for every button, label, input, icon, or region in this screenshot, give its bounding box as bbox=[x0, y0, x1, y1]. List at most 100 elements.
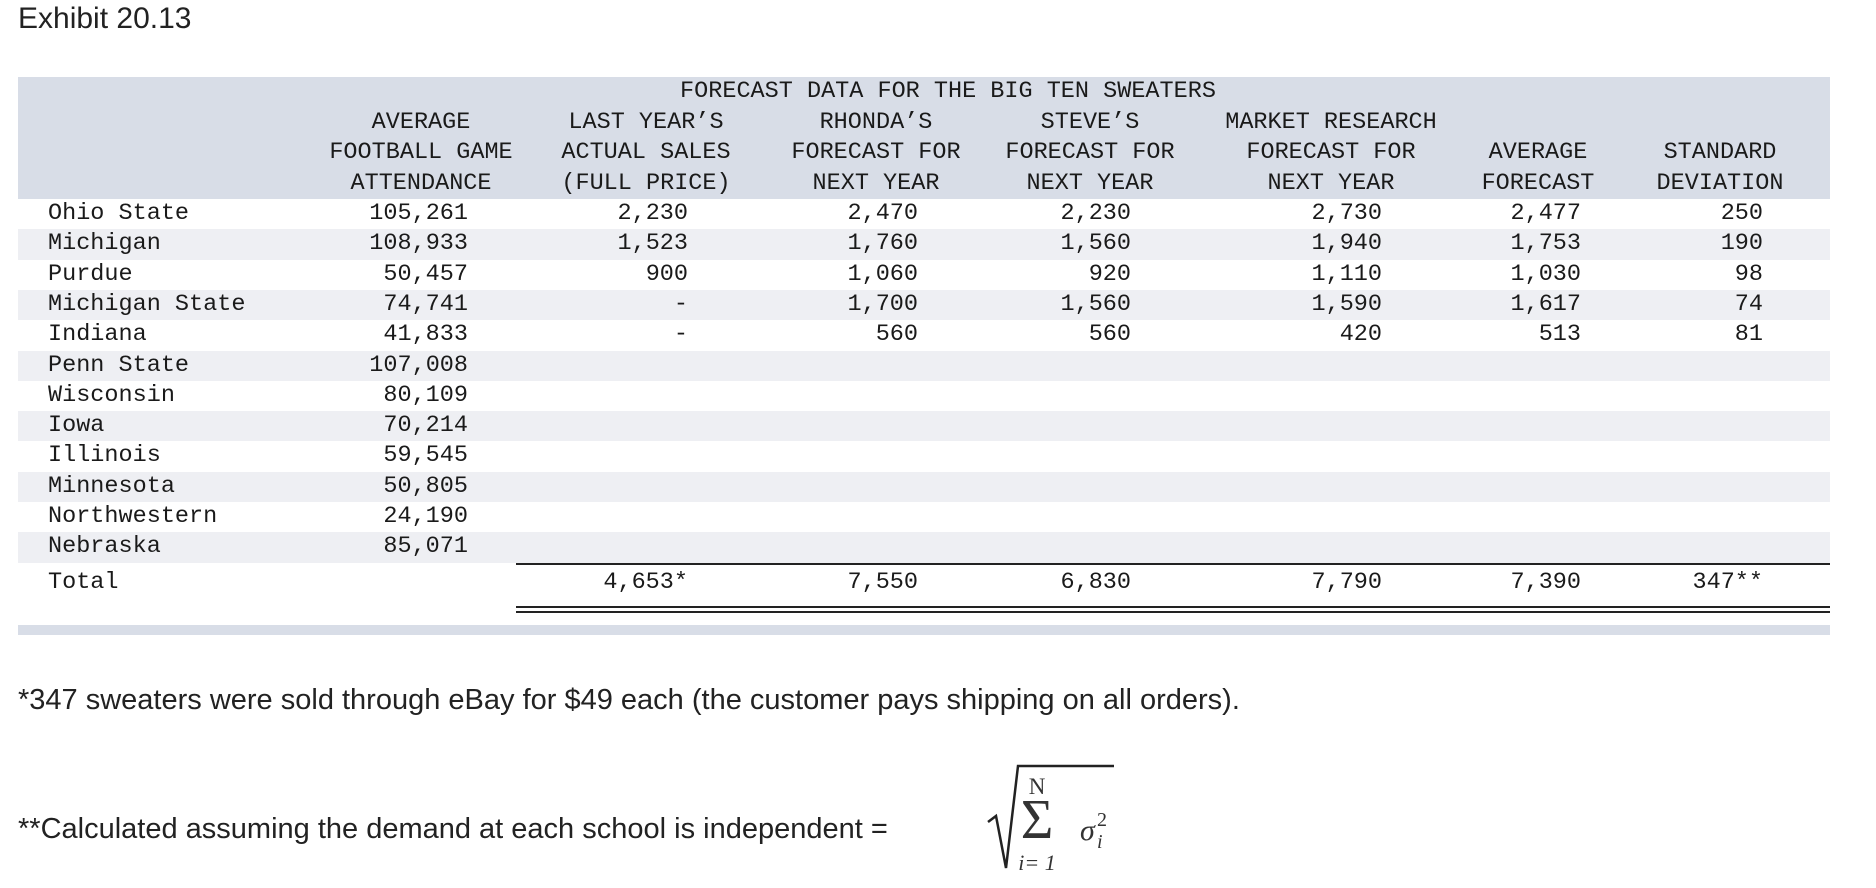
rhonda-forecast-cell: 560 bbox=[875, 321, 918, 349]
header-line: LAST YEAR’S bbox=[568, 108, 724, 136]
sum-upper-limit: N bbox=[1029, 774, 1046, 799]
total-rhonda: 7,550 bbox=[847, 569, 918, 596]
header-line: RHONDA’S bbox=[819, 108, 933, 136]
total-row: Total 4,653* 7,550 6,830 7,790 7,390 347… bbox=[18, 561, 1830, 605]
attendance-cell: 50,805 bbox=[383, 472, 468, 500]
table-row: Purdue 50,457 900 1,060 920 1,110 1,030 98 bbox=[18, 260, 1830, 290]
school-name: Penn State bbox=[48, 351, 190, 379]
header-line: FORECAST FOR bbox=[791, 139, 961, 166]
school-name: Indiana bbox=[48, 321, 147, 349]
rhonda-forecast-cell: 1,760 bbox=[847, 230, 918, 258]
table-row: Indiana 41,833 - 560 560 420 513 81 bbox=[18, 320, 1830, 350]
header-line: DEVIATION bbox=[1656, 169, 1784, 197]
average-forecast-cell: 513 bbox=[1538, 321, 1581, 349]
header-line: STEVE’S bbox=[1040, 108, 1140, 136]
attendance-cell: 85,071 bbox=[383, 533, 468, 561]
table-row: Penn State 107,008 bbox=[18, 350, 1830, 381]
market-research-forecast-cell: 1,940 bbox=[1311, 230, 1382, 258]
total-top-rule bbox=[516, 563, 1830, 565]
table-header: FORECAST DATA FOR THE BIG TEN SWEATERS A… bbox=[18, 77, 1830, 199]
sigma-superscript: 2 bbox=[1097, 809, 1107, 831]
header-steve: STEVE’S FORECAST FOR NEXT YEAR bbox=[975, 108, 1205, 200]
last-year-sales-cell: - bbox=[673, 321, 688, 349]
sigma-sum-icon: Σ bbox=[1021, 789, 1054, 851]
header-line: MARKET RESEARCH bbox=[1225, 108, 1437, 136]
table-row: Ohio State 105,261 2,230 2,470 2,230 2,730 2,4… bbox=[18, 199, 1830, 229]
market-research-forecast-cell: 1,110 bbox=[1311, 260, 1382, 288]
header-line: FORECAST FOR bbox=[1246, 139, 1416, 166]
standard-deviation-cell: 81 bbox=[1734, 321, 1763, 349]
last-year-sales-cell: 900 bbox=[645, 260, 688, 288]
header-line: FORECAST FOR bbox=[1005, 139, 1175, 166]
header-line: (FULL PRICE) bbox=[561, 169, 731, 197]
rhonda-forecast-cell: 2,470 bbox=[847, 200, 918, 227]
last-year-sales-cell: - bbox=[673, 290, 688, 318]
school-name: Ohio State bbox=[48, 200, 190, 227]
total-market-research: 7,790 bbox=[1311, 569, 1382, 596]
table-row: Minnesota 50,805 bbox=[18, 471, 1830, 502]
school-name: Minnesota bbox=[48, 472, 175, 500]
standard-deviation-cell: 250 bbox=[1720, 200, 1763, 227]
header-line: NEXT YEAR bbox=[812, 169, 940, 197]
last-year-sales-cell: 1,523 bbox=[617, 230, 688, 258]
market-research-forecast-cell: 420 bbox=[1339, 321, 1382, 349]
header-line: ACTUAL SALES bbox=[561, 139, 731, 166]
school-name: Northwestern bbox=[48, 503, 218, 530]
total-steve: 6,830 bbox=[1060, 569, 1131, 596]
school-name: Illinois bbox=[48, 442, 161, 470]
school-name: Purdue bbox=[48, 260, 133, 288]
standard-deviation-cell: 74 bbox=[1734, 290, 1763, 318]
steve-forecast-cell: 1,560 bbox=[1060, 230, 1131, 258]
table-row: Illinois 59,545 bbox=[18, 441, 1830, 471]
steve-forecast-cell: 1,560 bbox=[1060, 290, 1131, 318]
rhonda-forecast-cell: 1,060 bbox=[847, 260, 918, 288]
total-average-forecast: 7,390 bbox=[1510, 569, 1581, 596]
table-row: Nebraska 85,071 bbox=[18, 532, 1830, 563]
attendance-cell: 80,109 bbox=[383, 381, 468, 409]
header-market-research: MARKET RESEARCH FORECAST FOR NEXT YEAR bbox=[1201, 108, 1461, 200]
attendance-cell: 70,214 bbox=[383, 412, 468, 440]
school-name: Michigan bbox=[48, 230, 161, 258]
attendance-cell: 107,008 bbox=[369, 351, 468, 379]
steve-forecast-cell: 2,230 bbox=[1060, 200, 1131, 227]
exhibit-title: Exhibit 20.13 bbox=[18, 2, 192, 35]
header-line: NEXT YEAR bbox=[1026, 169, 1154, 197]
header-line: FORECAST bbox=[1481, 169, 1595, 197]
average-forecast-cell: 1,753 bbox=[1510, 230, 1581, 258]
table-bottom-band bbox=[18, 625, 1830, 635]
attendance-cell: 41,833 bbox=[383, 321, 468, 349]
table-row: Michigan 108,933 1,523 1,760 1,560 1,940 1,753… bbox=[18, 229, 1830, 260]
table-row: Wisconsin 80,109 bbox=[18, 381, 1830, 411]
school-name: Michigan State bbox=[48, 290, 246, 318]
school-name: Nebraska bbox=[48, 533, 161, 561]
market-research-forecast-cell: 2,730 bbox=[1311, 200, 1382, 227]
school-name: Wisconsin bbox=[48, 381, 175, 409]
attendance-cell: 59,545 bbox=[383, 442, 468, 470]
average-forecast-cell: 2,477 bbox=[1510, 200, 1581, 227]
header-line: FOOTBALL GAME bbox=[329, 139, 513, 166]
footnote-std-calc: **Calculated assuming the demand at each… bbox=[18, 813, 888, 845]
average-forecast-cell: 1,030 bbox=[1510, 260, 1581, 288]
attendance-cell: 50,457 bbox=[383, 260, 468, 288]
attendance-cell: 108,933 bbox=[369, 230, 468, 258]
footnote-ebay: *347 sweaters were sold through eBay for… bbox=[18, 684, 1240, 716]
header-last-year: LAST YEAR’S ACTUAL SALES (FULL PRICE) bbox=[531, 108, 761, 200]
sigma-subscript: i bbox=[1097, 831, 1103, 853]
header-line: AVERAGE bbox=[1488, 139, 1588, 166]
header-standard-deviation: STANDARD DEVIATION bbox=[1640, 138, 1800, 199]
table-group-title: FORECAST DATA FOR THE BIG TEN SWEATERS bbox=[680, 78, 1216, 105]
market-research-forecast-cell: 1,590 bbox=[1311, 290, 1382, 318]
sqrt-sum-formula: N Σ i= 1 σ 2 i bbox=[987, 764, 1114, 875]
header-line: ATTENDANCE bbox=[350, 169, 492, 197]
total-double-rule bbox=[516, 606, 1830, 613]
header-line: STANDARD bbox=[1663, 139, 1777, 166]
steve-forecast-cell: 560 bbox=[1088, 321, 1131, 349]
steve-forecast-cell: 920 bbox=[1088, 260, 1131, 288]
header-rhonda: RHONDA’S FORECAST FOR NEXT YEAR bbox=[761, 108, 991, 200]
average-forecast-cell: 1,617 bbox=[1510, 290, 1581, 318]
total-standard-deviation: 347** bbox=[1692, 569, 1763, 596]
radical-sign bbox=[987, 764, 1114, 869]
rhonda-forecast-cell: 1,700 bbox=[847, 290, 918, 318]
last-year-sales-cell: 2,230 bbox=[617, 200, 688, 227]
table-row: Northwestern 24,190 bbox=[18, 502, 1830, 532]
